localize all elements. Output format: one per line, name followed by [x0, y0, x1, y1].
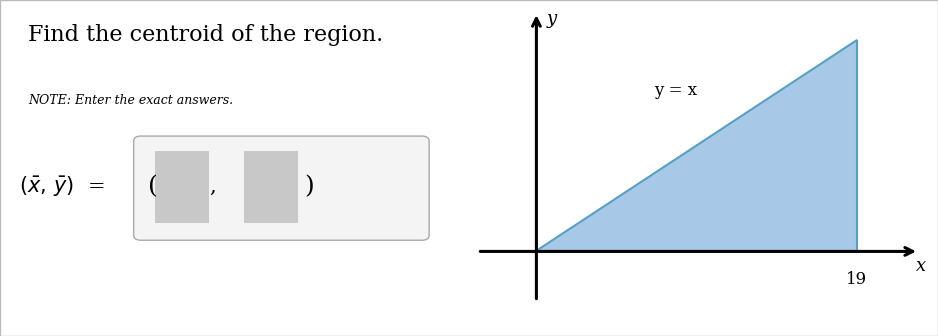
Polygon shape — [537, 40, 856, 251]
Text: NOTE: Enter the exact answers.: NOTE: Enter the exact answers. — [28, 94, 234, 107]
Text: ,: , — [209, 177, 216, 196]
Text: 19: 19 — [846, 271, 867, 288]
FancyBboxPatch shape — [133, 136, 429, 240]
Text: y: y — [547, 10, 556, 28]
Text: ): ) — [304, 175, 313, 198]
Text: y = x: y = x — [655, 82, 698, 99]
Text: $(\bar{x},\, \bar{y})$  =: $(\bar{x},\, \bar{y})$ = — [19, 174, 107, 199]
FancyBboxPatch shape — [155, 151, 208, 223]
FancyBboxPatch shape — [244, 151, 298, 223]
Text: x: x — [915, 257, 926, 275]
Text: (: ( — [147, 175, 158, 198]
Text: Find the centroid of the region.: Find the centroid of the region. — [28, 24, 384, 45]
